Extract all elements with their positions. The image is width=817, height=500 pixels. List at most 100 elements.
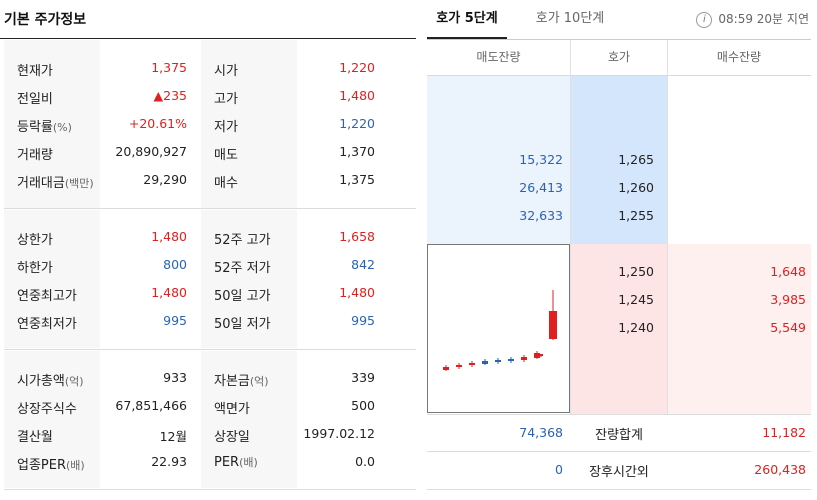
tab-5-levels[interactable]: 호가 5단계 [436,11,498,26]
summary-bid-total: 260,438 [754,462,806,477]
ask-volume: 15,322 [519,152,563,167]
col-header-ask-volume: 매도잔량 [476,50,521,64]
stat-label: 하한가 [17,257,53,276]
bid-price: 1,240 [618,320,654,335]
candle [495,358,501,364]
stat-label-unit: (배) [239,456,258,469]
stat-label-text: 매도 [214,148,238,163]
stat-value: 0.0 [355,454,375,469]
stat-label: 액면가 [214,398,250,417]
ask-price-area [571,76,667,244]
ask-price: 1,265 [618,152,654,167]
delay-notice: i 08:59 20분 지연 [696,10,809,28]
shade-sec2 [4,210,100,348]
stat-value: 1,480 [339,88,375,103]
bid-volume-area [667,244,811,414]
stat-value: 1,480 [151,285,187,300]
stat-label: 50일 저가 [214,313,271,332]
shade-sec3 [4,351,100,488]
panel-title: 기본 주가정보 [4,12,87,28]
stat-value: 842 [351,257,375,272]
stat-value: 339 [351,370,375,385]
stat-label: 고가 [214,88,238,107]
stat-label-text: 50일 저가 [214,317,271,332]
candle [469,361,475,367]
stat-value: 1,220 [339,60,375,75]
stat-label: 연중최고가 [17,285,77,304]
info-icon[interactable]: i [696,11,713,28]
section-divider [4,489,416,490]
candle [456,363,462,369]
stat-label-unit: (%) [52,121,72,134]
stat-label: 결산월 [17,426,53,445]
stat-label-text: 자본금 [214,374,250,389]
ask-volume-area [427,76,570,244]
ask-volume: 26,413 [519,180,563,195]
stat-value: 67,851,466 [115,398,187,413]
stat-label-text: 전일비 [17,92,53,107]
active-tab-indicator [427,37,507,39]
stat-value: 1,480 [339,285,375,300]
stat-label-text: 등락률 [17,120,53,135]
stat-label: 시가총액(억) [17,370,84,389]
stat-value: 12월 [159,429,187,444]
shade-sec2b [201,210,297,348]
candle [534,351,540,359]
column-divider [570,40,571,414]
mini-candle-chart[interactable] [427,244,570,413]
stat-value: 20,890,927 [115,144,187,159]
candle [482,359,488,365]
stat-label: 거래대금(백만) [17,172,94,191]
stat-label-text: 액면가 [214,402,250,417]
stat-label-unit: (배) [66,459,85,472]
stat-label: PER(배) [214,454,258,470]
stat-label: 저가 [214,116,238,135]
stat-value: 1,370 [339,144,375,159]
stat-label-text: 현재가 [17,64,53,79]
stat-value: 1,375 [339,172,375,187]
stat-label-unit: (억) [64,375,84,388]
row-divider [427,414,811,415]
stat-value: 1,658 [339,229,375,244]
candle [508,357,514,363]
delay-text: 08:59 20분 지연 [718,12,809,26]
tabs-divider [427,39,811,40]
column-divider [667,40,668,414]
stat-value: 995 [351,313,375,328]
row-divider [427,451,811,452]
tab-10-levels[interactable]: 호가 10단계 [535,11,605,26]
stat-label: 상장일 [214,426,250,445]
stat-label: 등락률(%) [17,116,72,135]
header-divider [427,75,811,76]
stat-label-text: 결산월 [17,430,53,445]
stat-label: 연중최저가 [17,313,77,332]
stat-label: 시가 [214,60,238,79]
stat-label-text: 하한가 [17,261,53,276]
bid-volume: 1,648 [770,264,806,279]
stat-label-unit: (억) [249,375,269,388]
stat-value: 22.93 [151,454,187,469]
stat-label-text: 매수 [214,176,238,191]
stat-label: 52주 고가 [214,229,271,248]
stat-label-text: 업종PER [17,458,67,473]
stat-value: 1,375 [151,60,187,75]
stat-label: 전일비 [17,88,53,107]
summary-label: 잔량합계 [595,428,643,443]
stat-value: 933 [163,370,187,385]
stat-label: 상한가 [17,229,53,248]
stat-value: 995 [163,313,187,328]
row-divider [427,489,811,490]
stat-label: 현재가 [17,60,53,79]
stat-label: 업종PER(배) [17,454,85,473]
bid-volume: 5,549 [770,320,806,335]
candle [521,355,527,362]
ask-price: 1,255 [618,208,654,223]
col-header-price: 호가 [607,50,631,64]
candle [443,365,449,371]
stat-label: 상장주식수 [17,398,77,417]
candle-chart-svg [443,290,557,371]
summary-ask-total: 0 [555,462,563,477]
stat-label-text: 연중최저가 [17,317,77,332]
stat-label-text: 저가 [214,120,238,135]
candle [539,354,543,357]
